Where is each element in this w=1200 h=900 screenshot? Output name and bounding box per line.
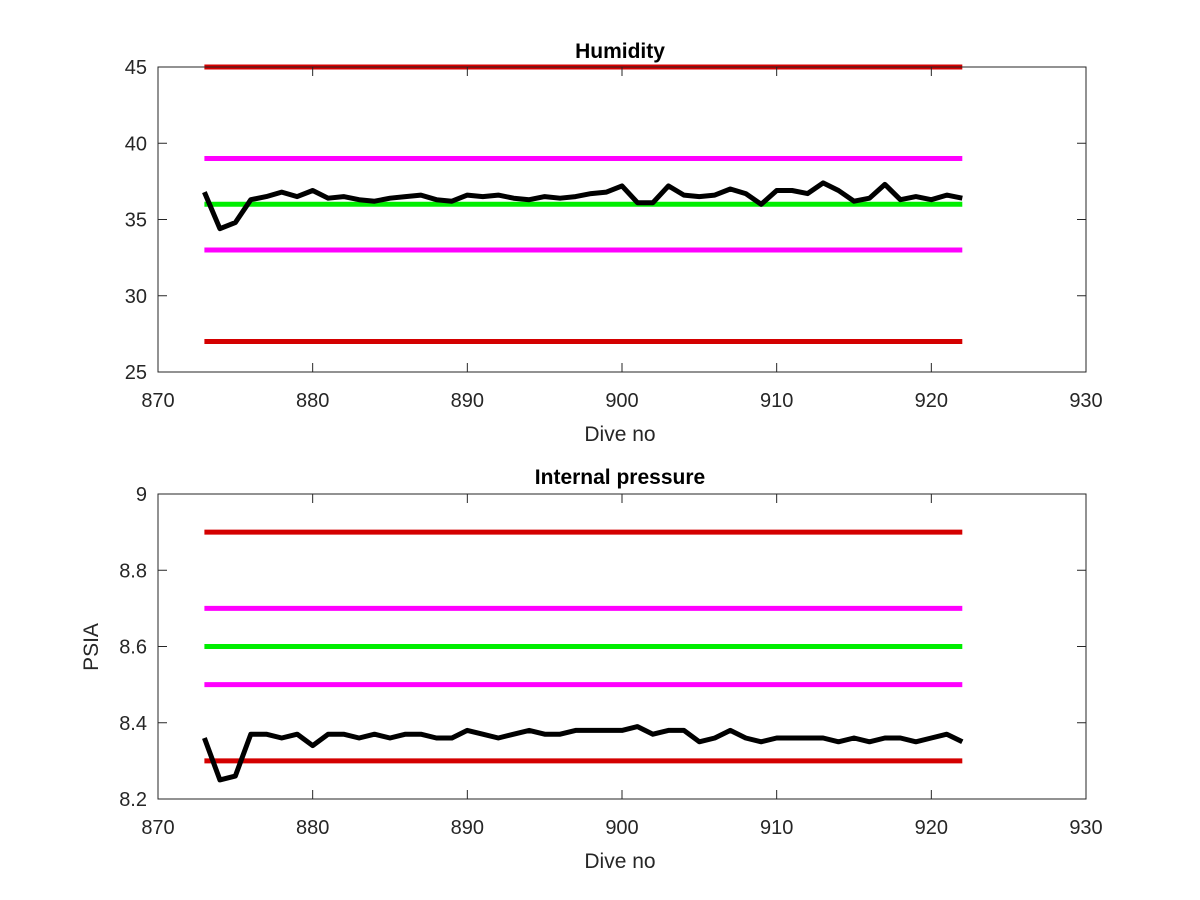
y-tick-label: 8.6 bbox=[119, 637, 147, 659]
x-tick-label: 870 bbox=[141, 817, 174, 839]
chart-title: Internal pressure bbox=[535, 466, 705, 489]
plot-area bbox=[202, 529, 964, 783]
y-axis-label: PSIA bbox=[80, 623, 103, 671]
y-tick-label: 40 bbox=[125, 133, 147, 155]
x-tick-label: 920 bbox=[915, 390, 948, 412]
x-tick-label: 900 bbox=[605, 817, 638, 839]
x-tick-label: 870 bbox=[141, 390, 174, 412]
x-tick-label: 920 bbox=[915, 817, 948, 839]
chart-title: Humidity bbox=[575, 40, 665, 63]
y-tick-label: 8.2 bbox=[119, 789, 147, 811]
y-tick-label: 9 bbox=[136, 484, 147, 506]
x-tick-label: 910 bbox=[760, 390, 793, 412]
y-tick-label: 30 bbox=[125, 286, 147, 308]
data-series-line bbox=[202, 180, 963, 232]
x-tick-label: 890 bbox=[451, 817, 484, 839]
internal-pressure-chart: Internal pressure 870 880 890 900 910 920 9308… bbox=[80, 466, 1103, 873]
y-tick-label: 25 bbox=[125, 362, 147, 384]
axes: 870 880 890 900 910 920 930 25 30 35 40 45 bbox=[125, 57, 1103, 412]
y-tick-label: 8.8 bbox=[119, 560, 147, 582]
x-tick-label: 900 bbox=[605, 390, 638, 412]
humidity-chart: Humidity 870 880 890 900 910 920 930 25 30 35 40 45… bbox=[125, 40, 1103, 446]
x-tick-label: 890 bbox=[451, 390, 484, 412]
x-tick-label: 880 bbox=[296, 390, 329, 412]
x-tick-label: 930 bbox=[1069, 817, 1102, 839]
x-tick-label: 930 bbox=[1069, 390, 1102, 412]
y-tick-label: 8.4 bbox=[119, 713, 147, 735]
y-tick-label: 35 bbox=[125, 210, 147, 232]
y-tick-label: 45 bbox=[125, 57, 147, 79]
x-axis-label: Dive no bbox=[584, 850, 655, 873]
data-series-line bbox=[202, 724, 964, 783]
x-axis-label: Dive no bbox=[584, 423, 655, 446]
axes: 870 880 890 900 910 920 930 8.2 8.4 8.6 8.8 9 bbox=[119, 484, 1103, 839]
x-tick-label: 880 bbox=[296, 817, 329, 839]
x-tick-label: 910 bbox=[760, 817, 793, 839]
